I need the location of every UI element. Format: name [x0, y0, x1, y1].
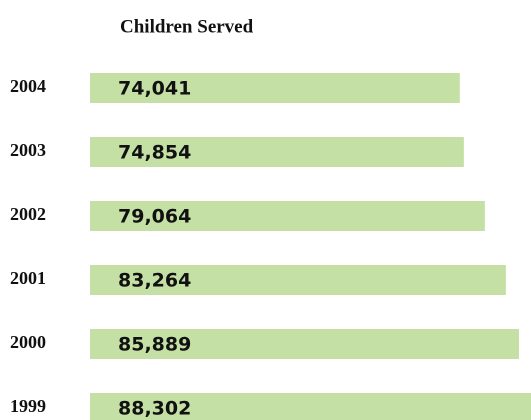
bar	[90, 137, 464, 167]
value-label: 74,041	[118, 78, 191, 100]
bar	[90, 201, 485, 231]
value-label: 74,854	[118, 142, 191, 164]
bar	[90, 265, 506, 295]
value-label: 83,264	[118, 270, 191, 292]
bar	[90, 393, 531, 420]
value-label: 79,064	[118, 206, 191, 228]
category-label: 2004	[10, 76, 46, 96]
value-label: 85,889	[118, 334, 191, 356]
category-label: 2003	[10, 140, 46, 160]
chart-title: Children Served	[120, 16, 254, 37]
category-label: 2001	[10, 268, 46, 288]
bar	[90, 329, 519, 359]
value-label: 88,302	[118, 398, 191, 420]
bar	[90, 73, 460, 103]
category-label: 2002	[10, 204, 46, 224]
category-label: 1999	[10, 396, 46, 416]
category-label: 2000	[10, 332, 46, 352]
